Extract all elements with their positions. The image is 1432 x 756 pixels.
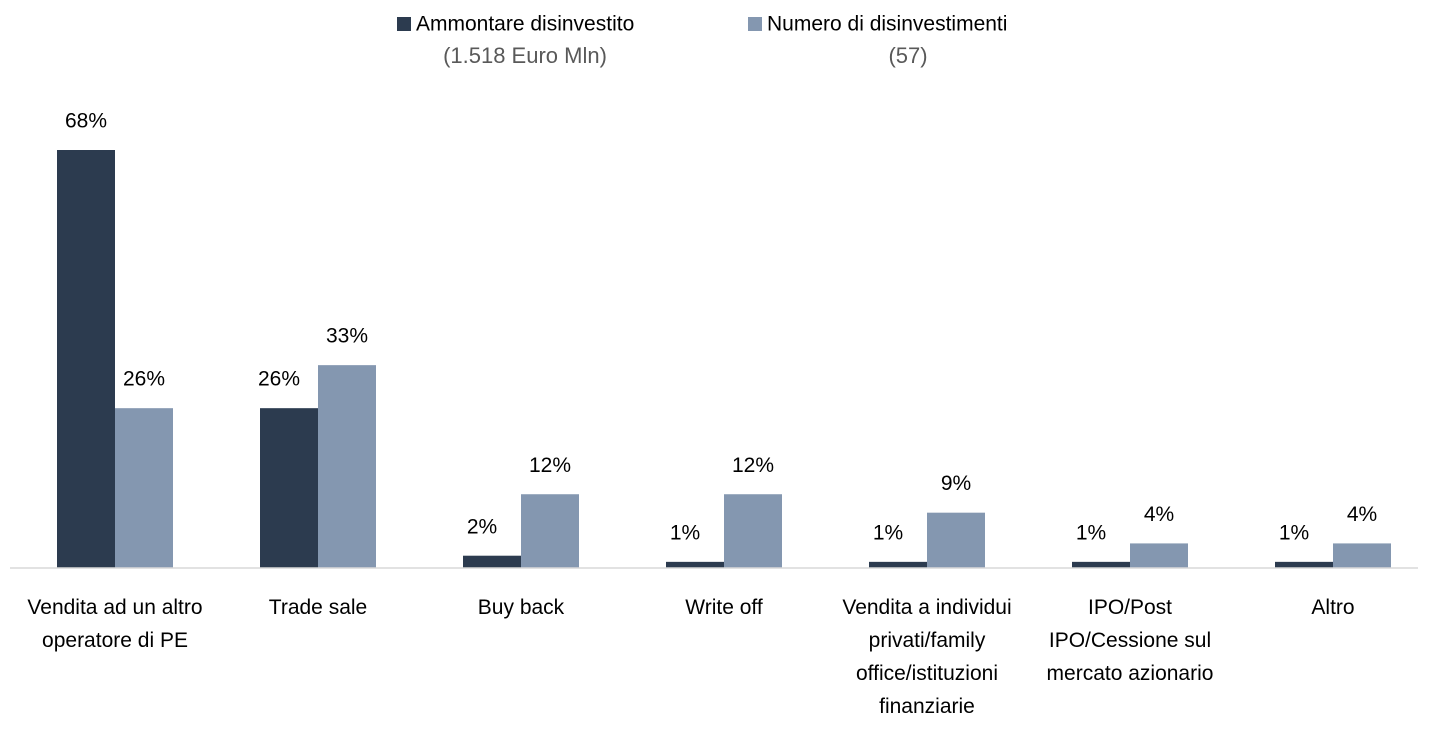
bar	[666, 561, 724, 568]
x-tick-label: Altro	[1311, 596, 1354, 619]
data-label: 4%	[1144, 503, 1174, 526]
legend-subtitle: (1.518 Euro Mln)	[443, 43, 607, 68]
x-tick-label: Buy back	[478, 596, 565, 619]
data-label: 2%	[467, 515, 497, 538]
bar	[927, 512, 985, 568]
bar	[1130, 543, 1188, 568]
legend-label: Ammontare disinvestito	[416, 13, 634, 36]
bar	[1333, 543, 1391, 568]
bar	[115, 408, 173, 568]
data-label: 1%	[873, 521, 903, 544]
data-label: 12%	[529, 454, 571, 477]
data-label: 26%	[258, 368, 300, 391]
legend-swatch	[397, 17, 411, 31]
legend-subtitle: (57)	[888, 43, 927, 68]
x-tick-label: Vendita a individui privati/family office/…	[842, 596, 1011, 718]
legend-swatch	[748, 17, 762, 31]
bar	[869, 561, 927, 568]
data-label: 33%	[326, 325, 368, 348]
x-tick-label: Write off	[685, 596, 763, 619]
bar	[318, 365, 376, 568]
legend-label: Numero di disinvestimenti	[767, 13, 1007, 36]
bar	[724, 494, 782, 568]
data-label: 9%	[941, 472, 971, 495]
x-tick-label: Vendita ad un altro operatore di PE	[27, 596, 202, 652]
data-label: 26%	[123, 368, 165, 391]
bar	[1275, 561, 1333, 568]
data-label: 4%	[1347, 503, 1377, 526]
data-label: 1%	[670, 521, 700, 544]
data-label: 1%	[1279, 521, 1309, 544]
x-tick-label: IPO/Post IPO/Cessione sul mercato azionari…	[1047, 596, 1214, 685]
bar	[260, 408, 318, 568]
data-label: 1%	[1076, 521, 1106, 544]
bar	[57, 150, 115, 568]
x-tick-label: Trade sale	[269, 596, 367, 619]
data-label: 12%	[732, 454, 774, 477]
bar	[1072, 561, 1130, 568]
bar	[521, 494, 579, 568]
data-label: 68%	[65, 110, 107, 133]
bar	[463, 555, 521, 568]
